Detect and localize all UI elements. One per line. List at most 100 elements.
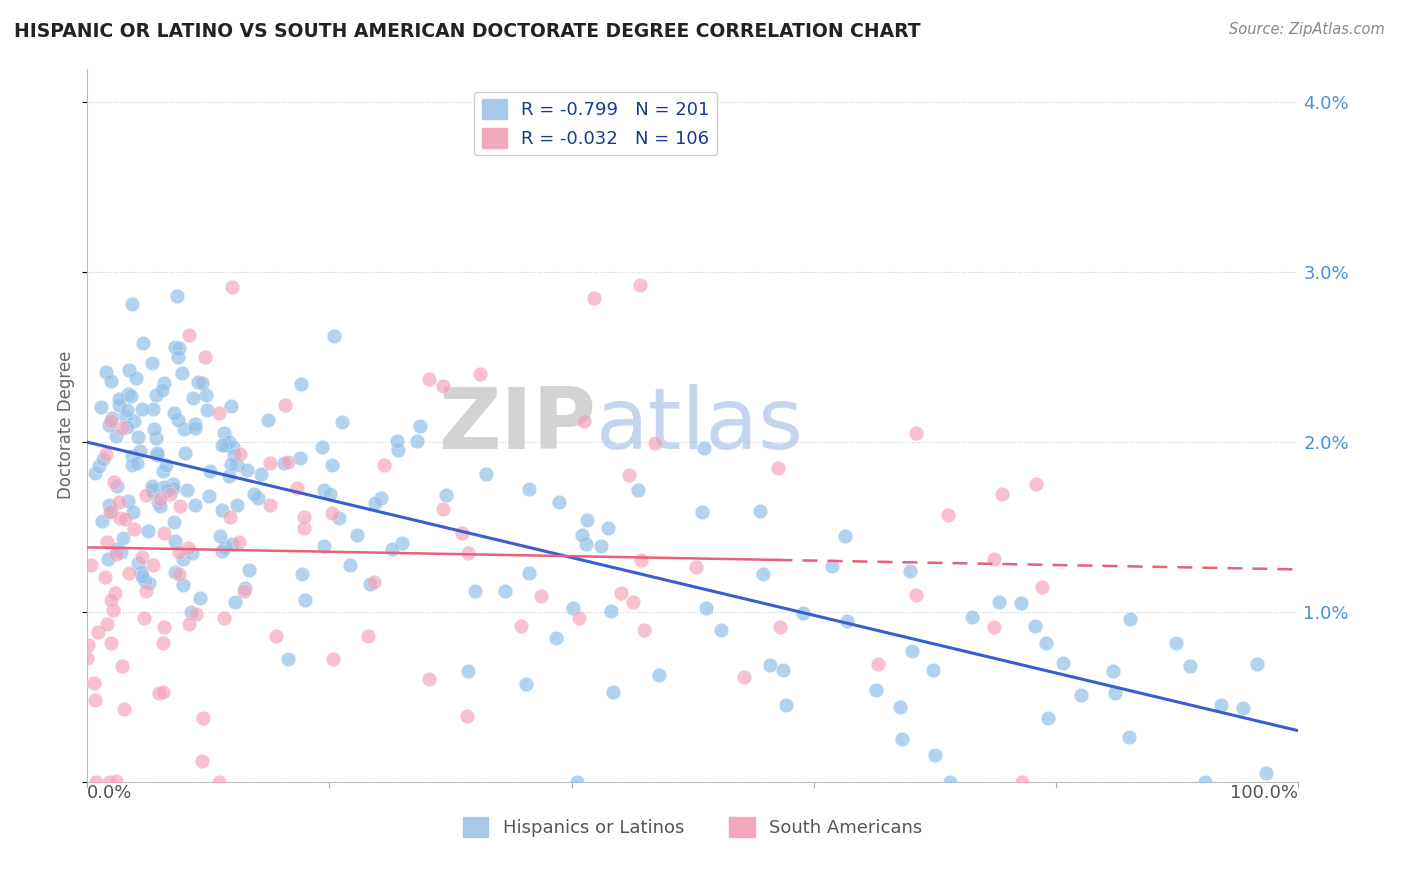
Point xyxy=(134,574,156,589)
Point xyxy=(515,677,537,691)
Point xyxy=(108,392,131,406)
Point xyxy=(312,483,335,497)
Point xyxy=(1119,612,1142,626)
Point xyxy=(211,543,233,558)
Point xyxy=(167,545,190,559)
Point xyxy=(111,531,134,545)
Point xyxy=(591,539,613,553)
Point xyxy=(962,610,984,624)
Point xyxy=(405,434,427,448)
Point xyxy=(291,567,314,582)
Point xyxy=(84,466,107,480)
Point xyxy=(633,623,655,637)
Point xyxy=(194,350,217,364)
Point xyxy=(494,583,516,598)
Point xyxy=(104,586,127,600)
Point xyxy=(548,495,571,509)
Point xyxy=(135,487,157,501)
Point xyxy=(276,652,298,666)
Point xyxy=(211,502,233,516)
Point xyxy=(93,570,115,584)
Point xyxy=(936,508,959,523)
Point xyxy=(232,583,254,598)
Point xyxy=(1209,698,1232,713)
Point xyxy=(766,460,789,475)
Point xyxy=(110,545,132,559)
Point xyxy=(475,467,498,481)
Point xyxy=(457,664,479,678)
Point xyxy=(238,564,260,578)
Point xyxy=(122,414,145,428)
Point xyxy=(221,441,243,455)
Point xyxy=(792,606,814,620)
Point xyxy=(311,440,333,454)
Point xyxy=(574,414,596,428)
Point xyxy=(1035,636,1057,650)
Point xyxy=(115,403,138,417)
Point xyxy=(1256,766,1278,780)
Point xyxy=(208,406,231,420)
Point xyxy=(177,327,200,342)
Point xyxy=(457,546,479,560)
Point xyxy=(163,515,186,529)
Point xyxy=(150,383,173,397)
Point xyxy=(114,409,136,423)
Point xyxy=(1232,701,1254,715)
Point xyxy=(181,546,204,560)
Point xyxy=(141,483,163,497)
Point xyxy=(84,693,107,707)
Point xyxy=(648,667,671,681)
Point xyxy=(108,398,131,412)
Point xyxy=(225,498,247,512)
Point xyxy=(519,566,541,581)
Point xyxy=(285,481,308,495)
Point xyxy=(142,558,165,573)
Point xyxy=(221,537,243,551)
Point xyxy=(772,663,794,677)
Point xyxy=(155,458,177,472)
Point xyxy=(224,448,246,462)
Point xyxy=(176,483,198,497)
Point xyxy=(865,682,887,697)
Point xyxy=(748,504,770,518)
Point xyxy=(1052,656,1074,670)
Point xyxy=(142,484,165,499)
Point xyxy=(596,521,619,535)
Point xyxy=(77,638,100,652)
Point xyxy=(162,477,184,491)
Point xyxy=(346,528,368,542)
Text: 0.0%: 0.0% xyxy=(87,784,132,802)
Point xyxy=(153,480,176,494)
Point xyxy=(357,629,380,643)
Point xyxy=(212,426,235,441)
Point xyxy=(321,458,343,472)
Point xyxy=(105,479,128,493)
Point xyxy=(225,458,247,472)
Point xyxy=(132,610,155,624)
Point xyxy=(759,658,782,673)
Point xyxy=(328,511,350,525)
Point xyxy=(208,529,231,543)
Point xyxy=(167,413,190,427)
Point xyxy=(321,506,343,520)
Point xyxy=(359,577,381,591)
Point xyxy=(418,371,440,385)
Point xyxy=(138,575,160,590)
Point xyxy=(219,457,242,471)
Point xyxy=(97,552,120,566)
Point xyxy=(510,619,533,633)
Point xyxy=(1178,659,1201,673)
Point xyxy=(190,591,212,606)
Point xyxy=(820,558,842,573)
Point xyxy=(1031,580,1053,594)
Point xyxy=(112,702,135,716)
Point xyxy=(627,483,650,497)
Point xyxy=(695,601,717,615)
Point xyxy=(167,350,190,364)
Point xyxy=(363,575,385,590)
Point xyxy=(131,569,153,583)
Point xyxy=(866,657,889,672)
Point xyxy=(644,436,666,450)
Text: Source: ZipAtlas.com: Source: ZipAtlas.com xyxy=(1229,22,1385,37)
Point xyxy=(94,365,117,379)
